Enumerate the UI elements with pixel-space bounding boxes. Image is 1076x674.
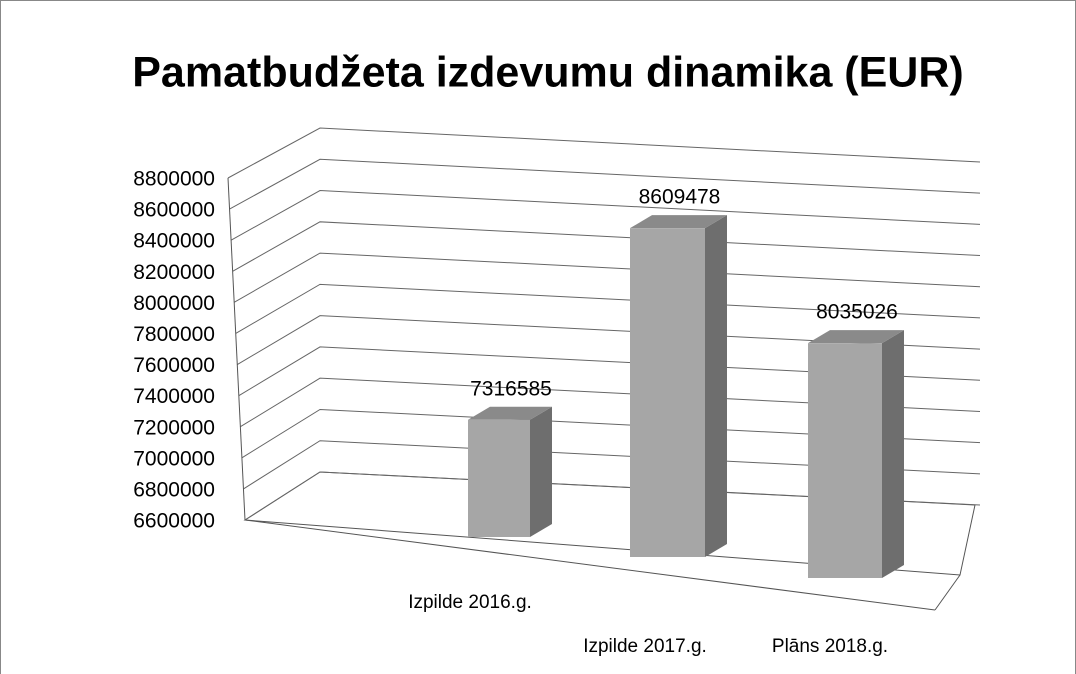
floor-front bbox=[244, 519, 936, 611]
y-tick-label: 7600000 bbox=[133, 354, 215, 377]
bar-side bbox=[530, 406, 552, 537]
grid-line bbox=[241, 408, 981, 459]
y-tick-label: 7000000 bbox=[133, 447, 215, 470]
y-tick-label: 6600000 bbox=[133, 510, 215, 533]
value-label: 8035026 bbox=[816, 301, 898, 324]
bar-side bbox=[882, 330, 904, 578]
bar bbox=[468, 419, 530, 537]
x-tick-label: Izpilde 2017.g. bbox=[583, 636, 707, 657]
y-tick-label: 8000000 bbox=[133, 292, 215, 315]
y-axis bbox=[227, 177, 246, 521]
chart-title: Pamatbudžeta izdevumu dinamika (EUR) bbox=[132, 48, 964, 96]
grid-line bbox=[233, 252, 981, 303]
y-tick-label: 8400000 bbox=[133, 230, 215, 253]
bar bbox=[808, 343, 882, 578]
bar-top bbox=[808, 330, 904, 344]
y-tick-label: 6800000 bbox=[133, 478, 215, 501]
grid-line bbox=[238, 346, 981, 397]
y-tick-label: 7400000 bbox=[133, 385, 215, 408]
grid-line bbox=[229, 158, 981, 210]
grid-line bbox=[243, 440, 981, 490]
grid-line bbox=[237, 315, 981, 365]
grid-line bbox=[235, 283, 981, 334]
x-tick-label: Plāns 2018.g. bbox=[772, 636, 888, 657]
y-tick-label: 8600000 bbox=[133, 199, 215, 222]
floor-front bbox=[934, 574, 961, 611]
grid-line bbox=[240, 377, 981, 428]
bar-top bbox=[468, 406, 552, 420]
y-tick-label: 7800000 bbox=[133, 323, 215, 346]
x-tick-label: Izpilde 2016.g. bbox=[408, 592, 532, 613]
grid-line bbox=[227, 127, 981, 179]
value-label: 8609478 bbox=[639, 186, 721, 209]
bar bbox=[630, 228, 705, 557]
grid-line bbox=[232, 221, 981, 272]
y-tick-label: 8800000 bbox=[133, 168, 215, 191]
grid-line bbox=[230, 190, 981, 241]
bar-top bbox=[630, 215, 727, 229]
y-tick-label: 7200000 bbox=[133, 416, 215, 439]
grid-line bbox=[244, 471, 981, 521]
value-label: 7316585 bbox=[470, 377, 552, 400]
y-tick-label: 8200000 bbox=[133, 261, 215, 284]
bar-side bbox=[705, 215, 727, 557]
